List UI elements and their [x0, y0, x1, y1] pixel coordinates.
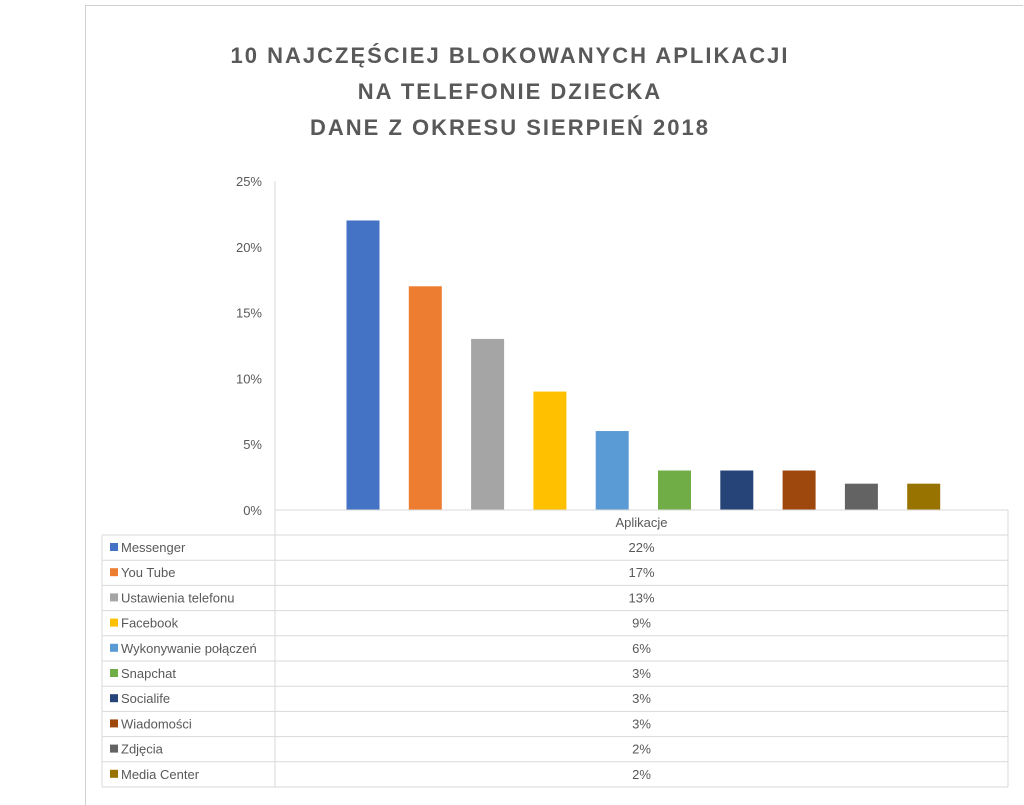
data-label: 3%: [632, 691, 651, 706]
legend-key: [110, 593, 118, 602]
legend-key: [110, 694, 118, 703]
legend-key: [110, 669, 118, 677]
y-tick-label: 10%: [236, 371, 262, 386]
data-table: Aplikacje Messenger 22% You Tube 17% Ustawien…: [101, 509, 1009, 788]
legend-label: Snapchat: [121, 666, 176, 681]
y-tick-label: 0%: [243, 503, 262, 518]
legend-label: Ustawienia telefonu: [121, 590, 234, 605]
y-tick-label: 15%: [236, 306, 262, 321]
data-label: 6%: [632, 641, 651, 656]
legend-label: Wiadomości: [121, 716, 192, 731]
bar-ustawienia-telefonu: [471, 338, 505, 510]
bar-snapchat: [658, 470, 691, 510]
data-label: 13%: [628, 590, 654, 605]
legend-key: [110, 568, 118, 577]
y-tick-label: 25%: [236, 174, 262, 189]
data-label: 22%: [628, 540, 654, 555]
legend-label: You Tube: [121, 565, 175, 580]
legend-label: Wykonywanie połączeń: [121, 641, 257, 656]
y-tick-label: 20%: [236, 240, 262, 255]
data-label: 3%: [632, 716, 651, 731]
bar-wykonywanie-połączeń: [595, 431, 629, 510]
chart-title: 10 NAJCZĘŚCIEJ BLOKOWANYCH APLIKACJI NA …: [0, 38, 1020, 146]
chart-title-line-2: NA TELEFONIE DZIECKA: [357, 79, 663, 104]
data-label: 17%: [628, 565, 654, 580]
y-tick-label: 5%: [243, 437, 262, 452]
data-label: 2%: [632, 767, 651, 782]
legend-key: [110, 643, 118, 652]
data-label: 9%: [632, 616, 651, 631]
chart-title-line-1: 10 NAJCZĘŚCIEJ BLOKOWANYCH APLIKACJI: [230, 43, 790, 68]
legend-label: Messenger: [121, 540, 186, 555]
legend-label: Facebook: [121, 616, 179, 631]
bars: [346, 220, 941, 511]
bar-zdjęcia: [844, 483, 878, 510]
legend-label: Socialife: [121, 691, 170, 706]
chart-frame: [85, 5, 1023, 805]
data-label: 3%: [632, 666, 651, 681]
data-label: 2%: [632, 742, 651, 757]
bar-you-tube: [408, 286, 442, 510]
bar-messenger: [346, 220, 380, 511]
legend-label: Zdjęcia: [121, 742, 164, 757]
chart-title-line-3: DANE Z OKRESU SIERPIEŃ 2018: [310, 115, 710, 140]
bar-media-center: [907, 483, 941, 510]
y-axis-ticks: 0% 5% 10% 15% 20% 25%: [236, 174, 276, 518]
bar-facebook: [533, 391, 567, 510]
legend-key: [110, 769, 118, 778]
legend-key: [110, 744, 118, 753]
legend-label: Media Center: [121, 767, 200, 782]
x-category-label: Aplikacje: [615, 515, 667, 530]
bar-socialife: [720, 470, 754, 510]
legend-key: [110, 719, 118, 728]
bar-wiadomości: [782, 470, 816, 510]
legend-key: [110, 543, 118, 551]
legend-key: [110, 618, 118, 627]
